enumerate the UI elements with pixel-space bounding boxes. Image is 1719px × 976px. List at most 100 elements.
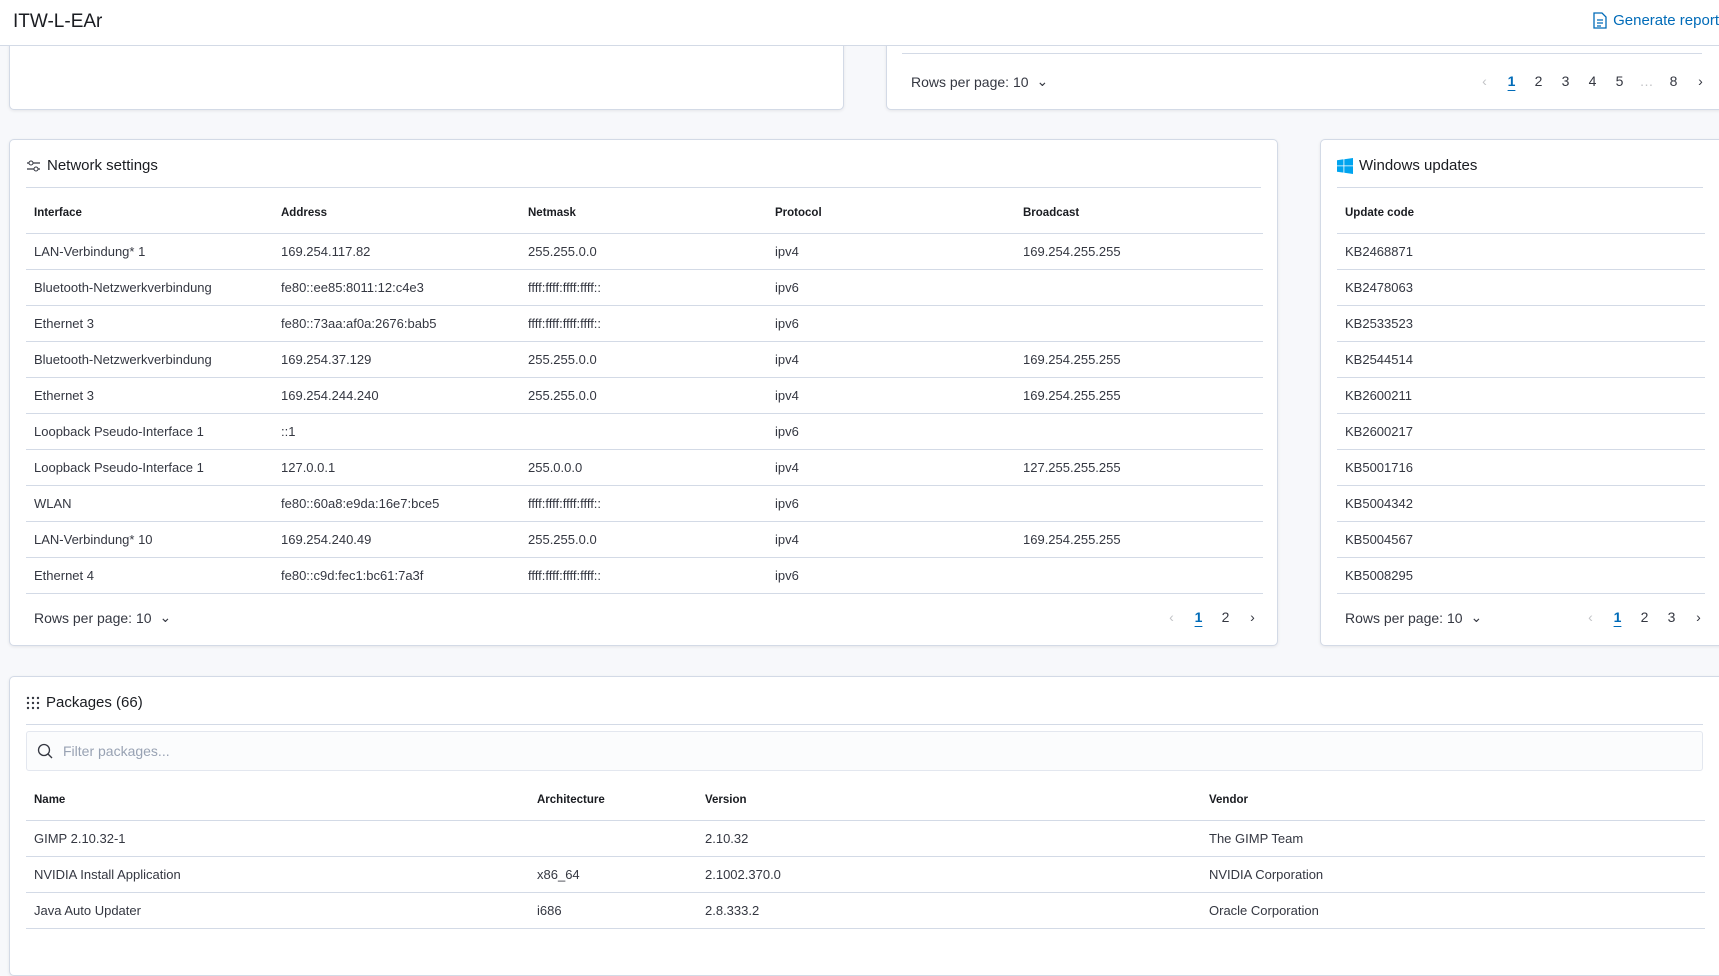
- page-2[interactable]: 2: [1221, 609, 1230, 625]
- column-header-name[interactable]: Name: [26, 780, 529, 821]
- cell-netmask: 255.255.0.0: [520, 521, 767, 558]
- cell-interface: Bluetooth-Netzwerkverbindung: [26, 341, 273, 378]
- cell-architecture: [529, 820, 697, 857]
- next-page-icon[interactable]: ›: [1698, 73, 1703, 89]
- page-title: ITW-L-EAr: [13, 11, 103, 32]
- cell-netmask: ffff:ffff:ffff:ffff::: [520, 485, 767, 522]
- table-row: LAN-Verbindung* 10 169.254.240.49 255.255.…: [26, 521, 1263, 558]
- cell-address: fe80::73aa:af0a:2676:bab5: [273, 305, 520, 342]
- page-1[interactable]: 1: [1194, 609, 1203, 625]
- chevron-down-icon: ⌄: [1036, 73, 1049, 89]
- cell-netmask: 255.255.0.0: [520, 341, 767, 378]
- cell-update-code: KB5008295: [1337, 557, 1705, 594]
- cell-address: ::1: [273, 413, 520, 450]
- packages-card: Packages (66) NameArchitectureVersionVen…: [9, 676, 1719, 976]
- search-icon: [37, 743, 53, 759]
- column-header-protocol[interactable]: Protocol: [767, 193, 1015, 234]
- cell-broadcast: [1015, 485, 1263, 522]
- table-row: KB2468871: [1337, 233, 1705, 270]
- cell-protocol: ipv6: [767, 485, 1015, 522]
- pagination: ‹ 1 2 ›: [1158, 609, 1266, 625]
- rows-per-page-select[interactable]: Rows per page: 10 ⌄: [34, 609, 171, 626]
- cell-protocol: ipv4: [767, 233, 1015, 270]
- table-row: KB2544514: [1337, 341, 1705, 378]
- table-row: KB2600211: [1337, 377, 1705, 414]
- cell-netmask: 255.255.0.0: [520, 377, 767, 414]
- prev-page-icon[interactable]: ‹: [1169, 609, 1174, 625]
- cell-broadcast: 169.254.255.255: [1015, 521, 1263, 558]
- column-header-broadcast[interactable]: Broadcast: [1015, 193, 1263, 234]
- chevron-down-icon: ⌄: [1470, 609, 1483, 625]
- cell-address: fe80::ee85:8011:12:c4e3: [273, 269, 520, 306]
- prev-page-icon[interactable]: ‹: [1588, 609, 1593, 625]
- cell-address: 169.254.37.129: [273, 341, 520, 378]
- cell-address: 127.0.0.1: [273, 449, 520, 486]
- pagination: ‹ 1 2 3 4 5 … 8 ›: [1471, 73, 1714, 89]
- page-2[interactable]: 2: [1534, 73, 1543, 89]
- cell-protocol: ipv4: [767, 341, 1015, 378]
- table-row: GIMP 2.10.32-1 2.10.32 The GIMP Team: [26, 820, 1705, 857]
- packages-title: Packages (66): [46, 694, 143, 711]
- column-header-address[interactable]: Address: [273, 193, 520, 234]
- cell-protocol: ipv6: [767, 413, 1015, 450]
- table-row: Ethernet 3 169.254.244.240 255.255.0.0 ipv4…: [26, 377, 1263, 414]
- cell-broadcast: [1015, 305, 1263, 342]
- next-page-icon[interactable]: ›: [1696, 609, 1701, 625]
- cell-architecture: i686: [529, 892, 697, 929]
- cell-update-code: KB2600217: [1337, 413, 1705, 450]
- column-header-architecture[interactable]: Architecture: [529, 780, 697, 821]
- cell-address: 169.254.117.82: [273, 233, 520, 270]
- page-1[interactable]: 1: [1507, 73, 1516, 89]
- table-row: KB5004567: [1337, 521, 1705, 558]
- column-header-interface[interactable]: Interface: [26, 193, 273, 234]
- windows-updates-title: Windows updates: [1359, 157, 1478, 174]
- column-header-netmask[interactable]: Netmask: [520, 193, 767, 234]
- page-1[interactable]: 1: [1613, 609, 1622, 625]
- cell-interface: Ethernet 4: [26, 557, 273, 594]
- top-bar: ITW-L-EAr Generate report: [0, 0, 1719, 46]
- table-row: Bluetooth-Netzwerkverbindung 169.254.37.1…: [26, 341, 1263, 378]
- cell-update-code: KB2478063: [1337, 269, 1705, 306]
- divider: [902, 53, 1702, 54]
- cell-protocol: ipv4: [767, 521, 1015, 558]
- page-3[interactable]: 3: [1667, 609, 1676, 625]
- cell-protocol: ipv6: [767, 305, 1015, 342]
- column-header-vendor[interactable]: Vendor: [1201, 780, 1705, 821]
- filter-packages-input[interactable]: [63, 743, 1562, 759]
- pagination: ‹ 1 2 3 ›: [1577, 609, 1712, 625]
- cell-protocol: ipv6: [767, 269, 1015, 306]
- cell-version: 2.10.32: [697, 820, 1201, 857]
- page-8[interactable]: 8: [1669, 73, 1678, 89]
- network-table: Interface Address Netmask Protocol Broadcast…: [26, 193, 1263, 594]
- table-row: KB2600217: [1337, 413, 1705, 450]
- next-page-icon[interactable]: ›: [1250, 609, 1255, 625]
- network-settings-card: Network settings Interface Address Netmask…: [9, 139, 1278, 646]
- cell-architecture: x86_64: [529, 856, 697, 893]
- updates-table: Update code KB2468871 KB2478063 KB2533523 KB…: [1337, 193, 1705, 594]
- grid-dots-icon: [26, 696, 40, 709]
- table-row: KB2533523: [1337, 305, 1705, 342]
- cell-name: Java Auto Updater: [26, 892, 529, 929]
- windows-updates-card: Windows updates Update code KB2468871 KB24…: [1320, 139, 1719, 646]
- chevron-down-icon: ⌄: [159, 609, 172, 625]
- cell-netmask: ffff:ffff:ffff:ffff::: [520, 269, 767, 306]
- column-header-version[interactable]: Version: [697, 780, 1201, 821]
- cell-interface: WLAN: [26, 485, 273, 522]
- table-row: WLAN fe80::60a8:e9da:16e7:bce5 ffff:ffff:f…: [26, 485, 1263, 522]
- rows-per-page-select[interactable]: Rows per page: 10 ⌄: [1345, 609, 1482, 626]
- table-row: Java Auto Updater i686 2.8.333.2 Oracle Cor…: [26, 892, 1705, 929]
- generate-report-button[interactable]: Generate report: [1593, 12, 1719, 29]
- page-5[interactable]: 5: [1615, 73, 1624, 89]
- rows-per-page-label: Rows per page: 10: [1345, 609, 1463, 626]
- page-2[interactable]: 2: [1640, 609, 1649, 625]
- document-icon: [1593, 12, 1607, 29]
- filter-packages-field[interactable]: [26, 731, 1703, 771]
- prev-page-icon[interactable]: ‹: [1482, 73, 1487, 89]
- column-header-update-code[interactable]: Update code: [1337, 193, 1705, 234]
- cell-broadcast: 127.255.255.255: [1015, 449, 1263, 486]
- page-3[interactable]: 3: [1561, 73, 1570, 89]
- table-row: KB5001716: [1337, 449, 1705, 486]
- rows-per-page-select[interactable]: Rows per page: 10 ⌄: [911, 73, 1048, 90]
- page-4[interactable]: 4: [1588, 73, 1597, 89]
- rows-per-page-label: Rows per page: 10: [911, 73, 1029, 90]
